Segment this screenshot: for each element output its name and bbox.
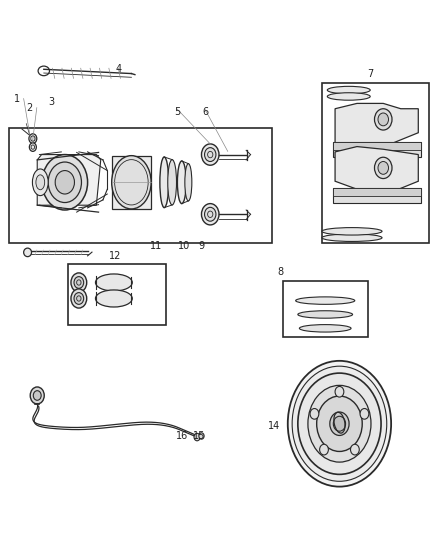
Circle shape: [310, 408, 319, 419]
Ellipse shape: [177, 161, 186, 204]
Ellipse shape: [298, 311, 353, 318]
Ellipse shape: [36, 175, 45, 190]
Circle shape: [29, 134, 37, 143]
Circle shape: [201, 144, 219, 165]
Circle shape: [335, 386, 344, 397]
Bar: [68, 264, 166, 325]
Text: 6: 6: [203, 107, 209, 117]
Text: 12: 12: [109, 251, 121, 261]
Text: 7: 7: [367, 69, 373, 78]
Ellipse shape: [168, 160, 177, 205]
Bar: [333, 188, 421, 196]
Text: 8: 8: [277, 267, 283, 277]
Circle shape: [317, 396, 362, 451]
Text: 15: 15: [193, 431, 205, 441]
Circle shape: [308, 385, 371, 462]
Polygon shape: [335, 147, 418, 192]
Ellipse shape: [160, 157, 169, 207]
Circle shape: [374, 157, 392, 179]
Text: 3: 3: [49, 98, 55, 107]
Circle shape: [201, 204, 219, 225]
Polygon shape: [37, 155, 101, 205]
Circle shape: [292, 366, 387, 481]
Ellipse shape: [55, 171, 74, 194]
Text: 5: 5: [174, 107, 180, 117]
Circle shape: [378, 161, 389, 174]
Ellipse shape: [322, 234, 382, 241]
Circle shape: [333, 416, 346, 431]
Circle shape: [199, 433, 204, 439]
Text: 4: 4: [115, 64, 121, 74]
Ellipse shape: [24, 248, 32, 256]
Text: 11: 11: [150, 241, 162, 251]
Bar: [333, 188, 421, 203]
Ellipse shape: [95, 290, 132, 307]
Ellipse shape: [327, 93, 370, 100]
Ellipse shape: [296, 297, 355, 304]
Text: 16: 16: [176, 431, 188, 441]
Circle shape: [330, 412, 349, 435]
Ellipse shape: [327, 86, 370, 94]
Text: 2: 2: [27, 103, 33, 112]
Circle shape: [29, 143, 36, 151]
Circle shape: [378, 113, 389, 126]
Circle shape: [71, 273, 87, 292]
Text: 1: 1: [14, 94, 20, 103]
Ellipse shape: [42, 155, 88, 210]
Circle shape: [74, 277, 84, 288]
Circle shape: [298, 373, 381, 474]
Ellipse shape: [48, 162, 81, 203]
Bar: [283, 281, 368, 337]
Circle shape: [205, 207, 216, 221]
Circle shape: [71, 289, 87, 308]
Bar: [112, 156, 151, 209]
Circle shape: [320, 445, 328, 455]
Ellipse shape: [299, 325, 351, 332]
Polygon shape: [335, 103, 418, 143]
Ellipse shape: [32, 169, 48, 196]
Text: 9: 9: [198, 241, 205, 251]
Text: 10: 10: [178, 241, 190, 251]
Bar: [333, 142, 421, 150]
Circle shape: [288, 361, 391, 487]
Circle shape: [374, 109, 392, 130]
Circle shape: [205, 148, 216, 161]
Text: 14: 14: [268, 422, 280, 431]
Circle shape: [194, 433, 200, 441]
Circle shape: [30, 387, 44, 404]
Bar: [322, 83, 429, 243]
Circle shape: [360, 408, 369, 419]
Ellipse shape: [95, 274, 132, 291]
Bar: [333, 142, 421, 157]
Bar: [9, 128, 272, 243]
Circle shape: [33, 391, 41, 400]
Circle shape: [350, 445, 359, 455]
Ellipse shape: [185, 164, 192, 201]
Circle shape: [74, 293, 84, 304]
Ellipse shape: [112, 156, 151, 209]
Ellipse shape: [322, 228, 382, 235]
